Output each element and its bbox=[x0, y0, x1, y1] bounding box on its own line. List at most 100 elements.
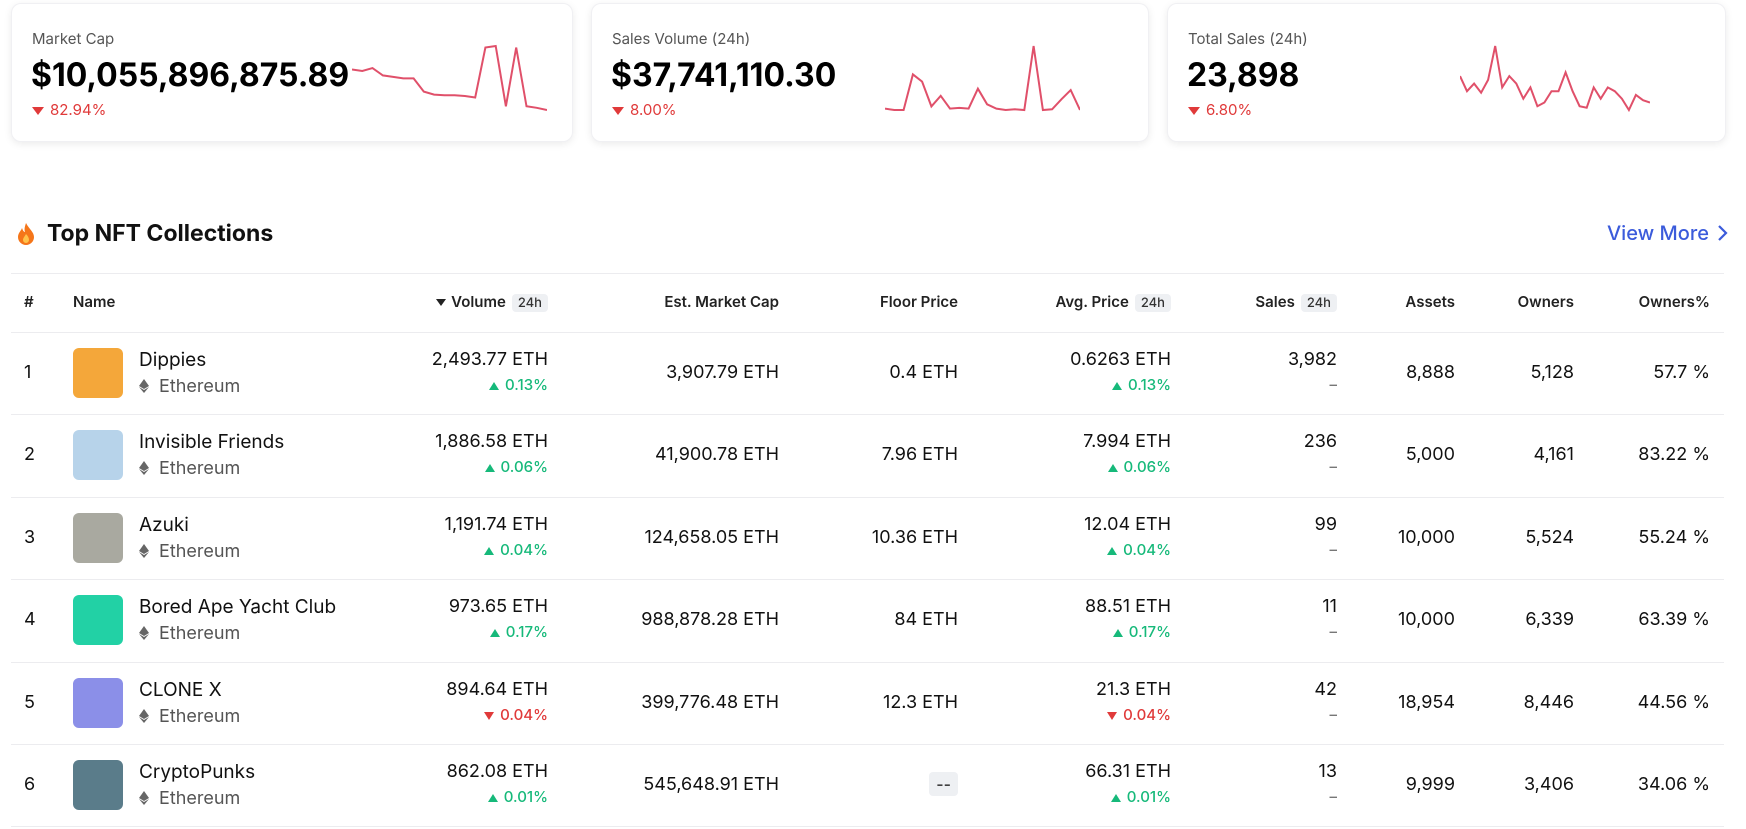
change-text: 0.04% bbox=[500, 704, 548, 724]
collection-name[interactable]: CLONE X bbox=[139, 677, 222, 701]
sparkline-chart bbox=[1460, 45, 1650, 112]
chain-name: Ethereum bbox=[159, 458, 241, 480]
volume-change: 0.06% bbox=[484, 457, 548, 476]
stat-value: $10,055,896,875.89 bbox=[31, 55, 350, 94]
rank: 2 bbox=[24, 444, 35, 466]
change-arrow bbox=[487, 793, 498, 802]
volume-change: 0.04% bbox=[484, 540, 548, 559]
change-text: 0.17% bbox=[505, 622, 548, 642]
collection-name[interactable]: CryptoPunks bbox=[139, 760, 256, 783]
chain: Ethereum bbox=[139, 706, 240, 727]
rank: 5 bbox=[24, 691, 35, 713]
volume: 1,191.74 ETH bbox=[444, 513, 548, 535]
column-header[interactable]: Sales 24h bbox=[1255, 292, 1337, 312]
row-divider bbox=[11, 579, 1724, 580]
sparkline-chart bbox=[352, 44, 547, 111]
sales-change: – bbox=[1330, 622, 1338, 641]
sales: 11 bbox=[1322, 596, 1337, 618]
market-cap: 988,878.28 ETH bbox=[641, 609, 779, 631]
market-cap: 41,900.78 ETH bbox=[655, 444, 779, 466]
column-label: Volume bbox=[451, 292, 506, 311]
stat-change: 8.00% bbox=[612, 100, 677, 119]
change-text: – bbox=[1329, 787, 1338, 806]
collection-avatar bbox=[73, 430, 123, 481]
column-label: Assets bbox=[1405, 292, 1455, 311]
change-text: 0.01% bbox=[1126, 787, 1171, 806]
column-label: Owners bbox=[1517, 292, 1574, 311]
avg-price-change: 0.01% bbox=[1110, 787, 1171, 806]
sales: 99 bbox=[1314, 513, 1337, 535]
owners: 5,524 bbox=[1525, 526, 1574, 548]
rank: 6 bbox=[24, 774, 36, 795]
collection-name[interactable]: Dippies bbox=[139, 348, 207, 371]
column-header[interactable]: # bbox=[24, 292, 34, 311]
view-more-link[interactable]: View More bbox=[1607, 221, 1729, 245]
owners: 5,128 bbox=[1530, 362, 1574, 383]
row-divider bbox=[11, 332, 1724, 333]
column-label: Avg. Price bbox=[1055, 292, 1129, 311]
column-header[interactable]: Owners bbox=[1518, 292, 1574, 311]
change-text: 0.04% bbox=[500, 539, 548, 559]
chain: Ethereum bbox=[139, 541, 240, 562]
avg-price: 66.31 ETH bbox=[1085, 761, 1171, 782]
owners: 3,406 bbox=[1523, 774, 1574, 795]
sales-change: – bbox=[1330, 375, 1338, 394]
sparkline bbox=[885, 45, 1080, 112]
rank: 1 bbox=[24, 362, 32, 383]
floor-price: -- bbox=[929, 772, 958, 796]
column-header[interactable]: Floor Price bbox=[880, 292, 958, 311]
floor-price: 12.3 ETH bbox=[883, 691, 958, 713]
row-divider bbox=[11, 826, 1724, 827]
change-arrow bbox=[1107, 546, 1118, 555]
chain-name: Ethereum bbox=[159, 788, 241, 809]
change-arrow bbox=[612, 106, 624, 115]
column-header[interactable]: Owners% bbox=[1639, 292, 1710, 311]
column-header[interactable]: Avg. Price 24h bbox=[1055, 292, 1171, 312]
column-label: Sales bbox=[1255, 292, 1295, 311]
stat-card: Total Sales (24h) 23,898 6.80% bbox=[1167, 3, 1726, 142]
avg-price-change: 0.17% bbox=[1112, 622, 1171, 642]
change-arrow bbox=[484, 546, 495, 555]
column-label: Owners% bbox=[1638, 292, 1710, 311]
volume-change: 0.17% bbox=[489, 622, 548, 642]
change-arrow bbox=[489, 629, 500, 638]
chain-name: Ethereum bbox=[159, 705, 241, 727]
sparkline bbox=[352, 44, 547, 111]
collection-name[interactable]: Azuki bbox=[139, 512, 189, 536]
eth-icon bbox=[139, 708, 149, 723]
owners: 8,446 bbox=[1523, 691, 1574, 713]
rank: 4 bbox=[24, 609, 36, 631]
collection-name[interactable]: Invisible Friends bbox=[139, 430, 285, 454]
chain: Ethereum bbox=[139, 788, 240, 809]
collection-avatar bbox=[73, 760, 123, 810]
collection-name[interactable]: Bored Ape Yacht Club bbox=[139, 595, 337, 619]
column-header[interactable]: Assets bbox=[1405, 292, 1455, 311]
assets: 9,999 bbox=[1405, 774, 1455, 795]
floor-price: 84 ETH bbox=[894, 609, 958, 631]
market-cap: 124,658.05 ETH bbox=[644, 526, 779, 548]
owners: 6,339 bbox=[1525, 609, 1574, 631]
column-label: Est. Market Cap bbox=[664, 292, 779, 311]
stat-value: $37,741,110.30 bbox=[611, 55, 837, 94]
eth-icon bbox=[139, 626, 149, 641]
change-text: 0.17% bbox=[1128, 622, 1171, 642]
volume-change: 0.13% bbox=[488, 375, 548, 394]
volume: 894.64 ETH bbox=[446, 678, 548, 700]
chain-name: Ethereum bbox=[159, 623, 241, 645]
change-arrow bbox=[484, 711, 495, 720]
stat-label: Market Cap bbox=[32, 29, 115, 48]
stat-label: Sales Volume (24h) bbox=[612, 29, 751, 48]
change-arrow bbox=[1112, 629, 1123, 638]
collection-avatar bbox=[73, 677, 123, 728]
chain: Ethereum bbox=[139, 458, 240, 479]
column-header[interactable]: Volume 24h bbox=[436, 292, 548, 312]
change-text: 0.04% bbox=[1123, 704, 1171, 724]
column-header[interactable]: Name bbox=[73, 292, 115, 311]
change-text: 0.13% bbox=[1127, 375, 1171, 394]
eth-icon bbox=[139, 461, 149, 476]
owners-pct: 63.39 % bbox=[1638, 609, 1710, 631]
volume-change: 0.04% bbox=[484, 705, 548, 724]
change-text: 82.94% bbox=[50, 100, 107, 119]
column-header[interactable]: Est. Market Cap bbox=[664, 292, 779, 311]
